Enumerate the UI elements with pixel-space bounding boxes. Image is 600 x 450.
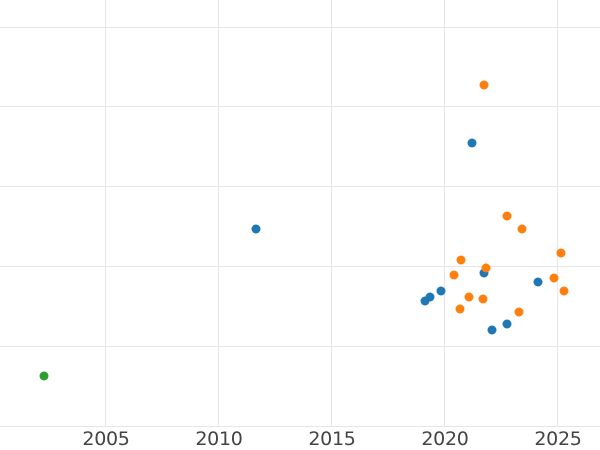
scatter-point-series-blue	[479, 268, 489, 278]
scatter-point-series-blue	[502, 319, 512, 329]
gridline-x-2010	[218, 0, 220, 426]
scatter-point-series-orange	[556, 248, 566, 258]
scatter-point-series-blue	[420, 296, 430, 306]
scatter-point-series-blue	[425, 292, 435, 302]
scatter-point-series-blue	[533, 277, 543, 287]
scatter-point-series-orange	[456, 255, 466, 265]
x-tick-label-2020: 2020	[421, 428, 469, 450]
gridline-x-2020	[444, 0, 446, 426]
scatter-point-series-orange	[464, 292, 474, 302]
gridline-y-2	[0, 265, 600, 267]
scatter-point-series-orange	[449, 270, 459, 280]
gridline-y-1	[0, 345, 600, 347]
gridline-y-0	[0, 425, 600, 427]
x-tick-label-2005: 2005	[82, 428, 130, 450]
gridline-x-2025	[557, 0, 559, 426]
scatter-point-series-blue	[436, 286, 446, 296]
gridline-y-3	[0, 186, 600, 188]
x-tick-label-2015: 2015	[308, 428, 356, 450]
scatter-point-series-blue	[487, 325, 497, 335]
gridline-x-2015	[331, 0, 333, 426]
scatter-point-series-orange	[514, 307, 524, 317]
gridline-y-5	[0, 26, 600, 28]
scatter-point-series-orange	[549, 273, 559, 283]
gridline-y-4	[0, 106, 600, 108]
scatter-point-series-orange	[479, 80, 489, 90]
scatter-point-series-blue	[467, 138, 477, 148]
scatter-point-series-green	[39, 371, 49, 381]
scatter-point-series-blue	[251, 224, 261, 234]
gridline-x-2005	[105, 0, 107, 426]
scatter-point-series-orange	[502, 211, 512, 221]
x-tick-label-2025: 2025	[534, 428, 582, 450]
scatter-point-series-orange	[478, 294, 488, 304]
scatter-point-series-orange	[559, 286, 569, 296]
scatter-point-series-orange	[481, 263, 491, 273]
scatter-point-series-orange	[455, 304, 465, 314]
scatter-point-series-orange	[517, 224, 527, 234]
x-tick-label-2010: 2010	[195, 428, 243, 450]
